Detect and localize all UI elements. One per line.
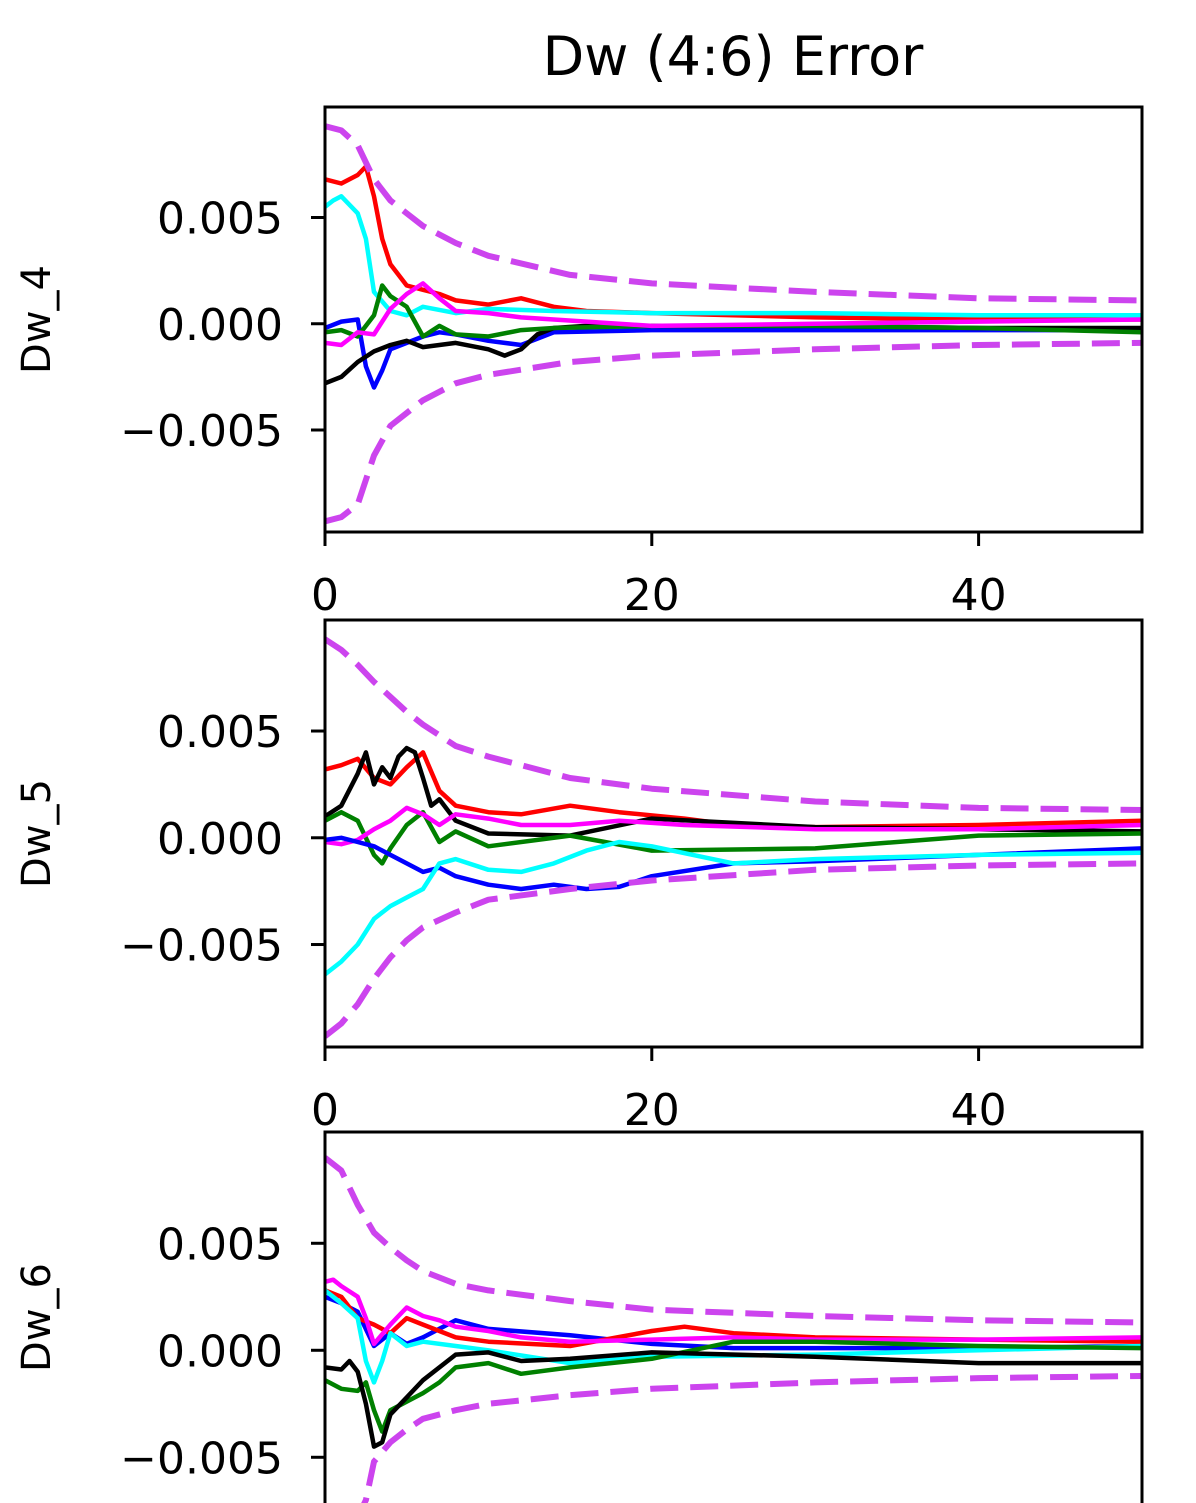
x-tick-label: 0 <box>311 1085 339 1136</box>
x-tick-label: 40 <box>951 1085 1007 1136</box>
y-tick-label: −0.005 <box>120 921 283 972</box>
series-group <box>325 123 1142 525</box>
y-tick-label: 0.005 <box>157 194 283 245</box>
y-tick-label: 0.005 <box>157 707 283 758</box>
series-group <box>325 1155 1142 1503</box>
axes-frame <box>323 1130 1144 1503</box>
y-axis-label: Dw_5 <box>14 779 60 888</box>
series-line-4 <box>325 1277 1142 1347</box>
series-line-5 <box>325 1339 1142 1434</box>
y-tick-label: −0.005 <box>120 1433 283 1484</box>
subplot-3: 0.005 0.000 −0.005 Dw_6 <box>14 1130 1144 1503</box>
bound-line-8 <box>325 860 1142 1039</box>
subplot-1: 0.005 0.000 −0.005 0 20 40 Dw_4 <box>14 105 1144 621</box>
y-tick-label: 0.000 <box>157 814 283 865</box>
axes-frame <box>323 105 1144 534</box>
y-tick-label: 0.000 <box>157 1326 283 1377</box>
series-line-4 <box>325 805 1142 847</box>
series-line-6 <box>325 281 1142 348</box>
y-tick-label: 0.000 <box>157 300 283 351</box>
y-axis-label: Dw_6 <box>14 1263 60 1372</box>
y-tick-label: −0.005 <box>120 406 283 457</box>
x-tick-label: 0 <box>311 570 339 621</box>
bound-line-8 <box>325 339 1142 525</box>
figure-title: Dw (4:6) Error <box>543 25 925 88</box>
subplot-2: 0.005 0.000 −0.005 0 20 40 Dw_5 <box>14 618 1144 1136</box>
x-tick-label: 20 <box>624 570 680 621</box>
series-line-3 <box>325 809 1142 866</box>
bound-line-8 <box>361 1373 1142 1503</box>
y-axis-label: Dw_4 <box>14 265 60 374</box>
bound-line-7 <box>325 123 1142 304</box>
axes-frame <box>323 618 1144 1049</box>
bound-line-7 <box>325 1155 1142 1326</box>
x-tick-label: 40 <box>951 570 1007 621</box>
series-line-2 <box>325 194 1142 318</box>
y-tick-label: 0.005 <box>157 1219 283 1270</box>
series-line-6 <box>325 1350 1142 1449</box>
series-line-1 <box>325 1294 1142 1351</box>
series-group <box>325 636 1142 1039</box>
x-tick-label: 20 <box>624 1085 680 1136</box>
subplots: 0.005 0.000 −0.005 0 20 40 Dw_4 0.005 0.000 −0.00… <box>14 105 1144 1503</box>
series-line-6 <box>325 839 1142 977</box>
bound-line-7 <box>325 636 1142 813</box>
